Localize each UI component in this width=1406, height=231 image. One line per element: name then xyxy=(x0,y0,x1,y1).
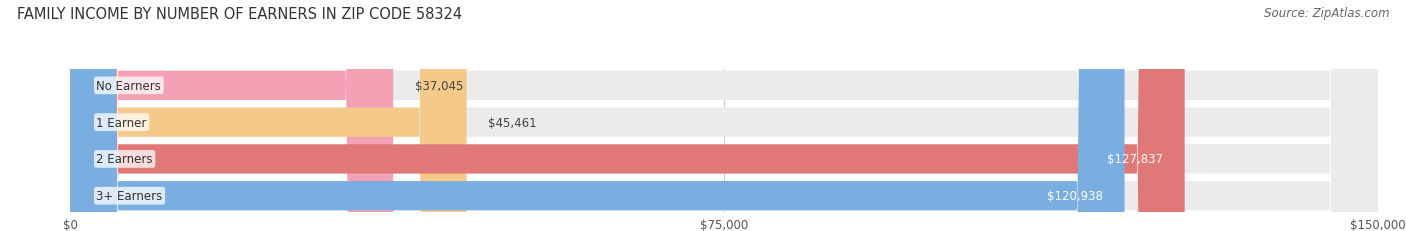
Text: FAMILY INCOME BY NUMBER OF EARNERS IN ZIP CODE 58324: FAMILY INCOME BY NUMBER OF EARNERS IN ZI… xyxy=(17,7,463,22)
FancyBboxPatch shape xyxy=(70,0,1185,231)
FancyBboxPatch shape xyxy=(70,0,1378,231)
Text: $127,837: $127,837 xyxy=(1107,153,1163,166)
FancyBboxPatch shape xyxy=(70,0,394,231)
Text: $120,938: $120,938 xyxy=(1047,189,1102,202)
Text: 2 Earners: 2 Earners xyxy=(97,153,153,166)
Text: Source: ZipAtlas.com: Source: ZipAtlas.com xyxy=(1264,7,1389,20)
Text: No Earners: No Earners xyxy=(97,79,162,92)
Text: $45,461: $45,461 xyxy=(488,116,537,129)
FancyBboxPatch shape xyxy=(70,0,467,231)
FancyBboxPatch shape xyxy=(70,0,1378,231)
FancyBboxPatch shape xyxy=(70,0,1378,231)
FancyBboxPatch shape xyxy=(70,0,1125,231)
Text: 3+ Earners: 3+ Earners xyxy=(97,189,163,202)
Text: 1 Earner: 1 Earner xyxy=(97,116,146,129)
FancyBboxPatch shape xyxy=(70,0,1378,231)
Text: $37,045: $37,045 xyxy=(415,79,464,92)
